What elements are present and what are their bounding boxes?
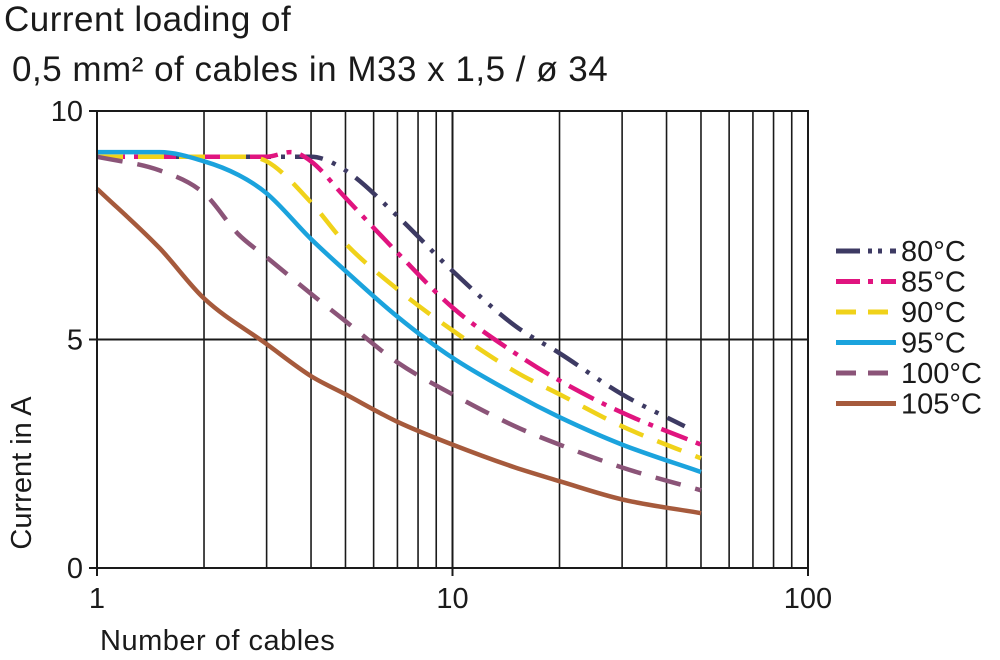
legend-label: 85°C	[901, 267, 966, 299]
series-line	[97, 154, 686, 429]
x-tick-label: 100	[784, 583, 832, 615]
y-tick-label: 0	[67, 553, 83, 585]
legend-label: 100°C	[901, 358, 982, 390]
legend-label: 95°C	[901, 328, 966, 360]
plot-frame	[96, 110, 809, 569]
chart-title-line2: 0,5 mm² of cables in M33 x 1,5 / ø 34	[12, 50, 609, 89]
series-line	[97, 149, 702, 447]
series-lines	[95, 149, 702, 516]
y-tick-label: 5	[67, 325, 83, 357]
y-tick-label: 10	[51, 96, 83, 128]
x-axis-label: Number of cables	[100, 625, 335, 657]
y-axis-label: Current in A	[6, 396, 38, 550]
series-line	[97, 154, 702, 461]
grid	[89, 110, 809, 576]
series-line	[95, 187, 702, 516]
x-tick-label: 1	[89, 583, 105, 615]
tick-labels: 1 10 100 0 5 10	[51, 96, 832, 615]
series-line	[97, 149, 702, 475]
legend-label: 105°C	[901, 389, 982, 421]
legend-label: 80°C	[901, 236, 966, 268]
x-tick-label: 10	[436, 583, 468, 615]
legend-label: 90°C	[901, 297, 966, 329]
chart-title-line1: Current loading of	[4, 0, 292, 39]
